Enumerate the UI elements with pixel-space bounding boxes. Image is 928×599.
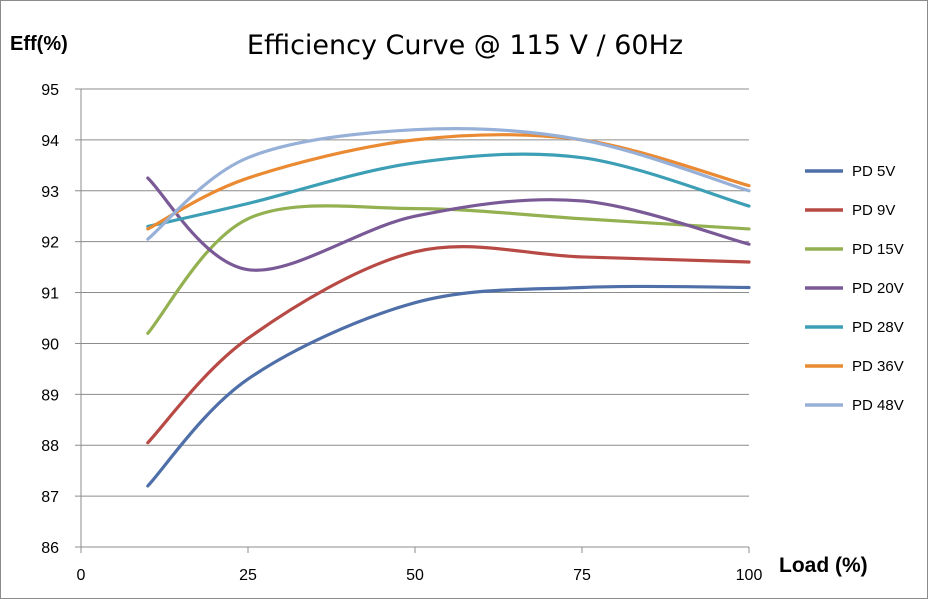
y-axis-label: Eff(%) — [10, 33, 68, 55]
y-tick-label: 95 — [41, 82, 59, 99]
x-tick-label: 75 — [573, 567, 591, 584]
series-line-pd-9v — [146, 245, 751, 445]
legend-label-pd-5v: PD 5V — [852, 163, 895, 180]
x-tick-label: 100 — [736, 567, 763, 584]
y-tick-label: 92 — [41, 235, 59, 252]
legend-label-pd-9v: PD 9V — [852, 202, 895, 219]
series-lines — [146, 127, 751, 488]
legend-label-pd-48v: PD 48V — [852, 397, 904, 414]
series-line-pd-5v — [146, 284, 751, 488]
legend-label-pd-20v: PD 20V — [852, 280, 904, 297]
y-tick-label: 88 — [41, 438, 59, 455]
y-tick-label: 87 — [41, 489, 59, 506]
y-tick-label: 93 — [41, 184, 59, 201]
y-tick-label: 86 — [41, 540, 59, 557]
legend-label-pd-15v: PD 15V — [852, 241, 904, 258]
legend: PD 5V PD 9V PD 15V PD 20V PD 28V PD 36V PD 48V — [805, 163, 904, 414]
chart-title: Efficiency Curve @ 115 V / 60Hz — [247, 30, 683, 61]
series-line-pd-15v — [146, 204, 751, 335]
legend-label-pd-28v: PD 28V — [852, 319, 904, 336]
x-tick-label: 0 — [77, 567, 86, 584]
y-tick-label: 91 — [41, 286, 59, 303]
y-tick-label: 94 — [41, 133, 59, 150]
x-axis-label: Load (%) — [779, 554, 868, 577]
x-tick-label: 25 — [239, 567, 257, 584]
axes: 86 87 88 89 90 91 92 93 94 95 0 25 50 75 100 — [41, 82, 762, 584]
legend-label-pd-36v: PD 36V — [852, 358, 904, 375]
y-tick-label: 89 — [41, 387, 59, 404]
x-tick-label: 50 — [406, 567, 424, 584]
y-tick-label: 90 — [41, 336, 59, 353]
series-line-pd-48v — [146, 127, 751, 241]
series-line-pd-28v — [146, 152, 751, 228]
series-line-pd-20v — [146, 176, 751, 272]
series-line-pd-36v — [146, 133, 751, 231]
